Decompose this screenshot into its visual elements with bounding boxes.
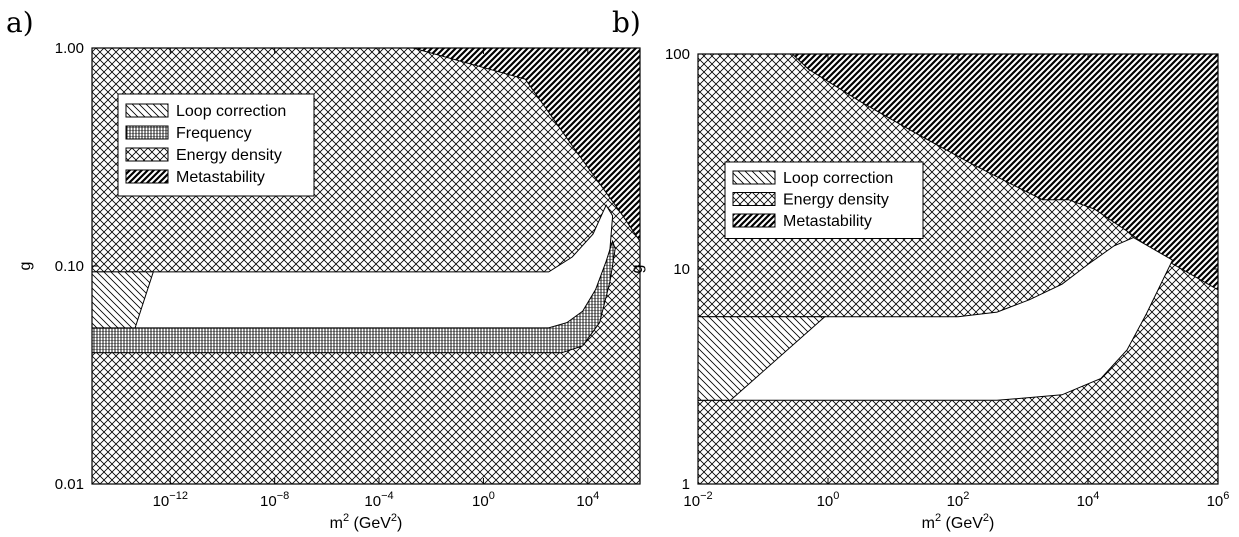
legend-swatch xyxy=(125,103,169,118)
y-tick-label: 10 xyxy=(673,261,690,278)
x-tick-label: 102 xyxy=(947,490,970,510)
region-loop-correction xyxy=(698,316,827,401)
legend-label: Frequency xyxy=(176,125,252,142)
legend-label: Metastability xyxy=(783,213,872,230)
panel-b: b) 1 10 100 10−2 100 102 104 106 m2 (GeV2) g Loop c… xyxy=(612,6,1229,532)
legend-label: Energy density xyxy=(783,192,889,209)
y-tick-label: 0.10 xyxy=(55,258,84,275)
x-axis-label: m2 (GeV2) xyxy=(922,512,995,532)
x-tick-label: 10−8 xyxy=(260,490,289,510)
x-tick-label: 104 xyxy=(576,490,599,510)
x-tick-label: 106 xyxy=(1207,490,1230,510)
legend: Loop correction Energy density Metastabili… xyxy=(724,161,924,239)
x-tick-label: 10−2 xyxy=(683,490,712,510)
regions xyxy=(698,54,1218,484)
legend-swatch xyxy=(125,169,169,184)
x-axis-label: m2 (GeV2) xyxy=(330,512,403,532)
y-tick-label: 1.00 xyxy=(55,40,84,57)
legend-label: Energy density xyxy=(176,147,282,164)
x-tick-label: 104 xyxy=(1077,490,1100,510)
region-metastability xyxy=(791,54,1218,291)
legend-label: Metastability xyxy=(176,169,265,186)
y-tick-label: 0.01 xyxy=(55,476,84,493)
panel-label: a) xyxy=(6,6,34,39)
x-tick-label: 10−4 xyxy=(364,490,393,510)
legend-label: Loop correction xyxy=(176,103,286,120)
region-metastability xyxy=(412,48,640,243)
legend-swatch xyxy=(125,147,169,162)
region-allowed xyxy=(698,237,1174,401)
y-tick-label: 100 xyxy=(665,46,690,63)
panel-a: a) 0.01 0.10 1.00 10−12 10−8 10−4 100 104 m2 (GeV… xyxy=(6,6,641,532)
y-axis-label: g xyxy=(629,265,646,274)
legend-swatch xyxy=(732,192,776,206)
region-loop-correction xyxy=(92,271,154,329)
legend-swatch xyxy=(125,125,169,140)
x-tick-label: 10−12 xyxy=(153,490,188,510)
region-frequency xyxy=(92,239,616,354)
x-tick-label: 100 xyxy=(817,490,840,510)
legend-label: Loop correction xyxy=(783,170,893,187)
x-tick-label: 100 xyxy=(472,490,495,510)
panel-label: b) xyxy=(612,6,641,39)
legend-swatch xyxy=(732,170,776,185)
y-tick-label: 1 xyxy=(682,476,690,493)
legend-swatch xyxy=(732,213,776,228)
legend: Loop correction Frequency Energy density Me… xyxy=(117,93,315,197)
y-axis-label: g xyxy=(17,262,34,271)
